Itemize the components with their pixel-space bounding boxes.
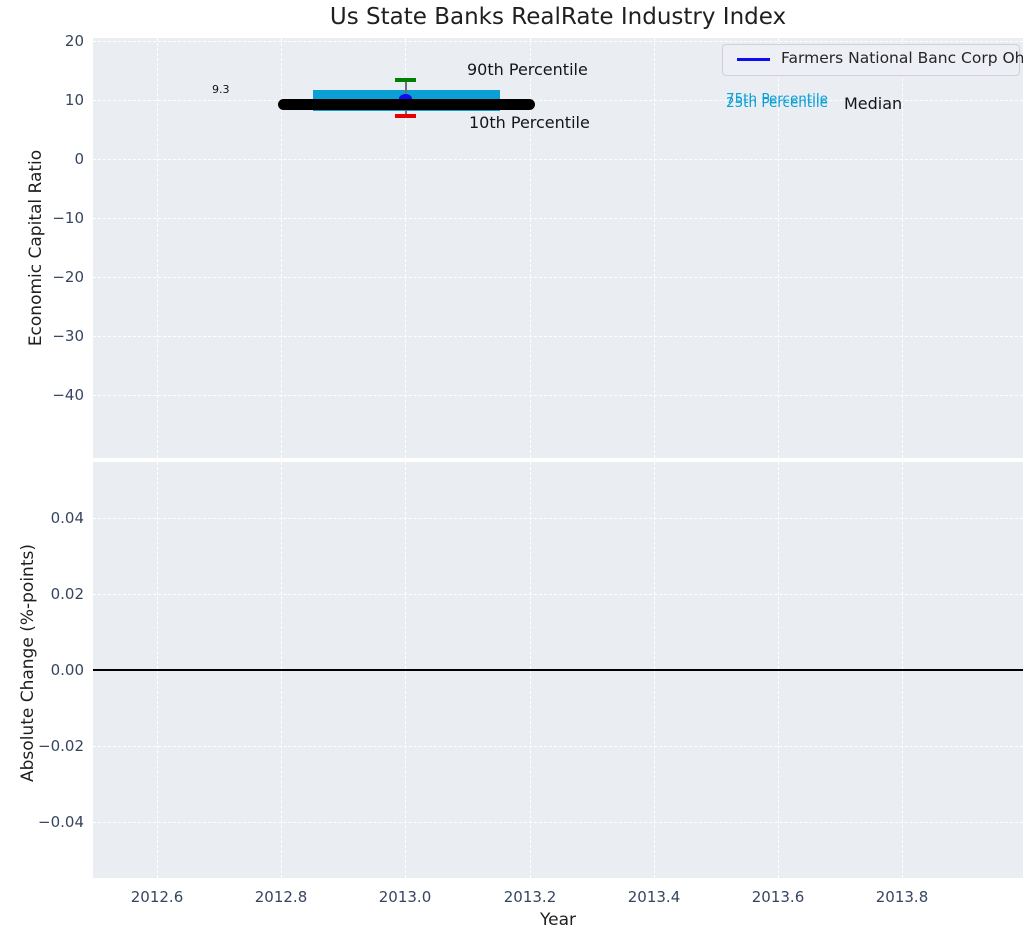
gridline bbox=[93, 218, 1023, 219]
gridline bbox=[157, 38, 158, 458]
y-tick-label: −20 bbox=[52, 268, 84, 286]
legend-line-swatch bbox=[737, 58, 770, 61]
gridline bbox=[405, 38, 406, 458]
gridline bbox=[93, 336, 1023, 337]
y-tick-label: 0.04 bbox=[50, 509, 84, 527]
bottom-plot bbox=[93, 462, 1023, 878]
x-tick-label: 2013.8 bbox=[875, 888, 929, 906]
gridline bbox=[654, 38, 655, 458]
gridline bbox=[93, 395, 1023, 396]
y-tick-label: 0.00 bbox=[50, 661, 84, 679]
chart-title: Us State Banks RealRate Industry Index bbox=[329, 4, 787, 30]
company-marker bbox=[399, 94, 412, 103]
gridline bbox=[93, 594, 1023, 595]
x-tick-label: 2012.6 bbox=[130, 888, 184, 906]
y-axis-label-bottom: Absolute Change (%-points) bbox=[18, 544, 38, 782]
x-tick-label: 2013.0 bbox=[378, 888, 432, 906]
legend-label: Farmers National Banc Corp Oh bbox=[781, 49, 1023, 67]
x-axis-label: Year bbox=[540, 910, 576, 930]
p90-cap bbox=[395, 78, 416, 82]
annotation-10th-percentile: 10th Percentile bbox=[469, 113, 590, 132]
top-plot: 9.3 90th Percentile 10th Percentile 75th… bbox=[93, 38, 1023, 458]
y-tick-label: −40 bbox=[52, 386, 84, 404]
annotation-median: Median bbox=[844, 94, 903, 113]
gridline bbox=[281, 38, 282, 458]
y-tick-label: 0.02 bbox=[50, 585, 84, 603]
y-axis-label-top: Economic Capital Ratio bbox=[26, 149, 46, 347]
p10-cap bbox=[395, 114, 416, 118]
gridline bbox=[93, 41, 1023, 42]
x-tick-label: 2012.8 bbox=[254, 888, 308, 906]
x-tick-label: 2013.2 bbox=[503, 888, 557, 906]
y-tick-label: −10 bbox=[52, 209, 84, 227]
zero-reference-line bbox=[93, 669, 1023, 671]
y-tick-label: −30 bbox=[52, 327, 84, 345]
gridline bbox=[778, 38, 779, 458]
x-tick-label: 2013.4 bbox=[627, 888, 681, 906]
gridline bbox=[902, 38, 903, 458]
annotation-25th-percentile: 25th Percentile bbox=[726, 95, 828, 111]
gridline bbox=[93, 100, 1023, 101]
gridline bbox=[93, 746, 1023, 747]
gridline bbox=[93, 277, 1023, 278]
y-tick-label: −0.02 bbox=[38, 737, 84, 755]
y-tick-label: 10 bbox=[64, 91, 84, 109]
gridline bbox=[93, 518, 1023, 519]
y-tick-label: 20 bbox=[64, 32, 84, 50]
gridline bbox=[93, 822, 1023, 823]
annotation-90th-percentile: 90th Percentile bbox=[467, 60, 588, 79]
legend: Farmers National Banc Corp Oh bbox=[722, 44, 1023, 76]
y-tick-label: 0 bbox=[74, 150, 84, 168]
annotation-value: 9.3 bbox=[212, 83, 230, 96]
median-line bbox=[278, 99, 535, 110]
gridline bbox=[93, 159, 1023, 160]
y-tick-label: −0.04 bbox=[38, 813, 84, 831]
x-tick-label: 2013.6 bbox=[751, 888, 805, 906]
gridline bbox=[530, 38, 531, 458]
annotation-75th-percentile: 75th Percentile bbox=[726, 91, 828, 107]
